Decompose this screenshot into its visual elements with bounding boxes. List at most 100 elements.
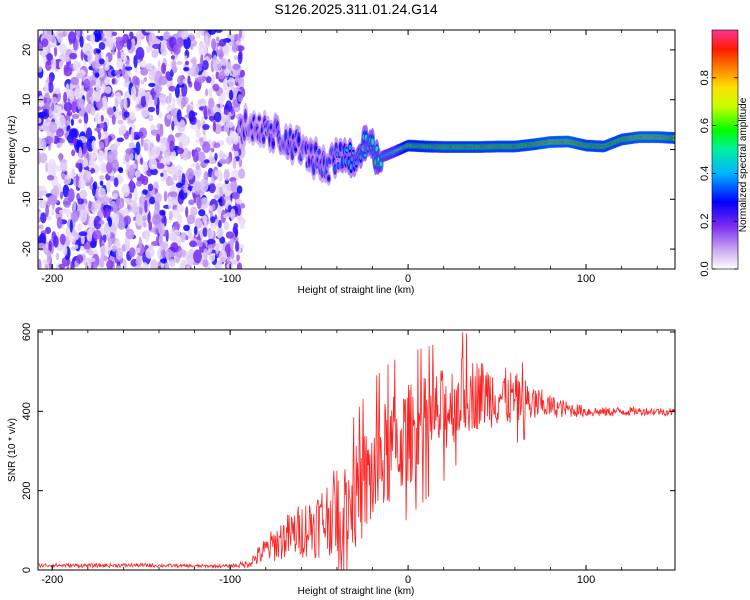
noise-cell: [67, 89, 75, 100]
noise-cell: [56, 128, 64, 137]
noise-cell: [152, 214, 161, 225]
noise-cell: [88, 251, 94, 256]
noise-cell: [152, 43, 161, 50]
x-tick-label: -200: [41, 574, 63, 586]
noise-cell: [117, 119, 124, 125]
noise-cell: [86, 257, 96, 263]
noise-cell: [150, 259, 158, 269]
spectrogram-y-axis-label: Frequency (Hz): [7, 116, 18, 185]
noise-cell: [208, 156, 216, 165]
noise-cell: [113, 205, 119, 214]
noise-cell: [155, 133, 161, 143]
noise-cell: [38, 111, 47, 118]
noise-cell: [141, 163, 149, 172]
noise-cell: [207, 30, 217, 35]
noise-cell: [100, 114, 104, 122]
noise-cell: [226, 256, 231, 265]
noise-cell: [212, 203, 216, 210]
noise-cell: [106, 180, 111, 193]
noise-cell: [240, 69, 245, 78]
ridge-core-cell: [339, 144, 342, 150]
noise-cell: [237, 52, 243, 65]
noise-cell: [217, 260, 223, 269]
noise-cell: [65, 55, 69, 63]
noise-cell: [158, 75, 168, 86]
noise-cell: [106, 150, 115, 164]
noise-cell: [152, 38, 161, 45]
noise-cell: [170, 150, 177, 160]
noise-cell: [153, 209, 159, 215]
noise-cell: [143, 111, 150, 116]
noise-cell: [218, 250, 227, 263]
noise-cell: [111, 245, 117, 252]
noise-cell: [130, 128, 135, 142]
noise-cell: [176, 204, 185, 213]
noise-cell: [232, 63, 241, 71]
noise-cell: [45, 204, 49, 218]
noise-cell: [222, 43, 231, 57]
noise-cell: [197, 30, 201, 37]
y-tick-label: 200: [21, 481, 33, 499]
noise-cell: [115, 36, 123, 42]
noise-cell: [183, 36, 191, 50]
noise-cell: [65, 227, 71, 237]
noise-cell: [100, 252, 105, 265]
noise-cell: [229, 89, 234, 101]
noise-cell: [239, 219, 245, 230]
noise-cell: [38, 185, 46, 192]
noise-cell: [73, 136, 77, 146]
noise-cell: [142, 189, 148, 195]
noise-cell: [197, 99, 206, 105]
noise-cell: [202, 215, 208, 223]
noise-cell: [233, 135, 239, 145]
y-tick-label: 0: [21, 567, 33, 573]
noise-cell: [171, 199, 177, 206]
noise-cell: [205, 34, 209, 48]
ridge-core-cell: [297, 136, 301, 144]
noise-cell: [230, 208, 236, 221]
noise-cell: [196, 131, 201, 139]
noise-cell: [71, 149, 76, 157]
noise-cell: [208, 97, 215, 110]
ridge-core-cell: [262, 137, 265, 142]
noise-cell: [72, 60, 80, 71]
noise-cell: [184, 55, 188, 61]
noise-cell: [158, 35, 165, 41]
noise-cell: [169, 140, 175, 153]
noise-cell: [60, 159, 68, 172]
noise-cell: [70, 210, 79, 223]
noise-cell: [185, 206, 189, 218]
noise-cell: [138, 131, 144, 137]
snr-x-axis-label: Height of straight line (km): [298, 586, 415, 597]
ridge-core-cell: [345, 148, 349, 152]
noise-cell: [79, 209, 88, 223]
noise-cell: [150, 168, 158, 175]
noise-cell: [151, 145, 161, 159]
noise-cell: [114, 113, 123, 120]
noise-cell: [186, 265, 190, 269]
noise-cell: [101, 37, 107, 42]
noise-cell: [48, 109, 52, 118]
noise-cell: [161, 249, 167, 259]
noise-cell: [188, 199, 195, 206]
noise-cell: [78, 231, 88, 237]
noise-cell: [210, 216, 216, 224]
noise-cell: [151, 124, 156, 131]
noise-cell: [129, 179, 134, 192]
ridge-core-cell: [371, 138, 374, 146]
noise-cell: [184, 60, 190, 66]
ridge-core-cell: [271, 141, 275, 147]
noise-cell: [215, 242, 219, 255]
noise-cell: [180, 237, 186, 243]
ridge-core-cell: [333, 167, 337, 172]
noise-cell: [38, 95, 46, 107]
noise-cell: [158, 233, 164, 247]
ridge-core-cell: [294, 147, 297, 152]
noise-cell: [189, 240, 197, 248]
noise-cell: [45, 30, 53, 42]
noise-cell: [209, 253, 216, 262]
noise-cell: [223, 196, 231, 201]
noise-cell: [38, 258, 42, 269]
noise-cell: [129, 153, 134, 161]
